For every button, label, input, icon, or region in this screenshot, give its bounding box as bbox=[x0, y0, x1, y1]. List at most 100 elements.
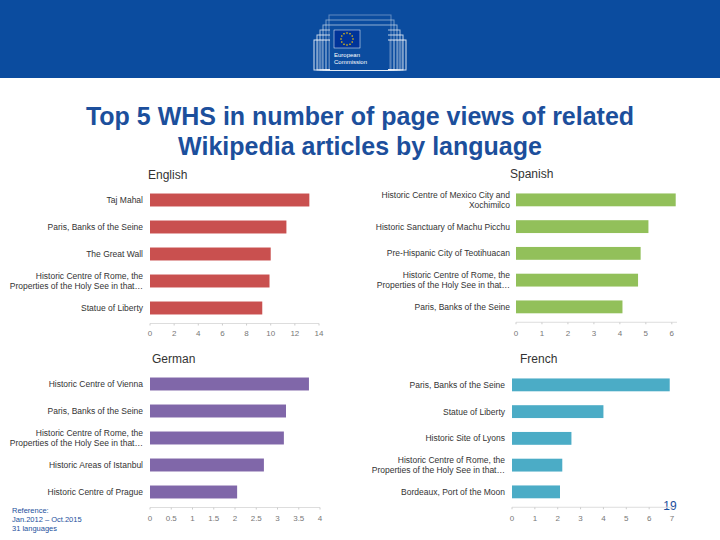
category-label-line: Properties of the Holy See in that… bbox=[10, 281, 143, 291]
tick-label: 2.5 bbox=[251, 514, 263, 523]
tick-label: 12 bbox=[290, 329, 299, 338]
bar bbox=[150, 405, 286, 418]
tick-label: 3 bbox=[578, 514, 583, 523]
bar bbox=[516, 220, 648, 233]
tick-mark bbox=[580, 507, 581, 509]
category-label: Statue of Liberty bbox=[443, 407, 506, 417]
tick-mark bbox=[235, 508, 236, 510]
category-label: Statue of Liberty bbox=[81, 303, 144, 313]
header: EuropeanCommission bbox=[0, 0, 720, 78]
eu-flag-star bbox=[349, 43, 351, 45]
tick-mark bbox=[541, 322, 542, 324]
tick-mark bbox=[619, 322, 620, 324]
tick-label: 7 bbox=[670, 514, 675, 523]
bar bbox=[516, 274, 638, 287]
category-label: Pre-Hispanic City of Teotihuacan bbox=[387, 248, 510, 258]
chart: EnglishTaj MahalParis, Banks of the Sein… bbox=[10, 168, 324, 338]
category-label: Bordeaux, Port of the Moon bbox=[401, 487, 505, 497]
category-label-line: Historic Centre of Rome, the bbox=[403, 270, 511, 280]
category-label: Historic Centre of Rome, theProperties o… bbox=[10, 271, 144, 291]
bar bbox=[150, 378, 309, 391]
tick-mark bbox=[557, 507, 558, 509]
tick-label: 14 bbox=[315, 329, 324, 338]
tick-mark bbox=[294, 324, 295, 326]
category-label-line: Historic Centre of Rome, the bbox=[36, 271, 144, 281]
category-label: Taj Mahal bbox=[107, 195, 143, 205]
eu-flag-star bbox=[343, 43, 345, 45]
category-label-line: The Great Wall bbox=[86, 249, 143, 259]
category-label-line: Historic Site of Lyons bbox=[425, 433, 505, 443]
tick-mark bbox=[534, 507, 535, 509]
category-label-line: Paris, Banks of the Seine bbox=[48, 406, 144, 416]
logo-building-line bbox=[318, 40, 319, 70]
logo-building-line bbox=[394, 40, 395, 70]
tick-mark bbox=[516, 322, 517, 324]
eu-flag-star bbox=[340, 38, 342, 40]
tick-label: 4 bbox=[601, 514, 606, 523]
tick-mark bbox=[270, 324, 271, 326]
tick-label: 0 bbox=[514, 329, 519, 338]
tick-label: 8 bbox=[244, 329, 249, 338]
eu-flag-star bbox=[352, 38, 354, 40]
category-label-line: Historic Centre of Rome, the bbox=[398, 455, 506, 465]
eu-flag-star bbox=[346, 44, 348, 46]
bars bbox=[150, 194, 309, 315]
bar bbox=[512, 432, 571, 445]
tick-mark bbox=[626, 507, 627, 509]
tick-label: 5 bbox=[644, 329, 649, 338]
category-label: Historic Sanctuary of Machu Picchu bbox=[376, 222, 510, 232]
tick-mark bbox=[256, 508, 257, 510]
chart-title: German bbox=[152, 352, 195, 366]
bars bbox=[512, 378, 670, 498]
tick-mark bbox=[672, 507, 673, 509]
category-label: Historic Centre of Rome, theProperties o… bbox=[10, 428, 144, 448]
category-label: Historic Centre of Rome, theProperties o… bbox=[372, 455, 506, 475]
logo-building-line bbox=[390, 40, 391, 70]
bar bbox=[512, 485, 560, 498]
slide-title: Wikipedia articles by language bbox=[178, 132, 542, 160]
category-label: Historic Centre of Vienna bbox=[49, 379, 144, 389]
category-label: Paris, Banks of the Seine bbox=[48, 406, 144, 416]
tick-mark bbox=[319, 324, 320, 326]
category-label: Historic Centre of Prague bbox=[48, 487, 144, 497]
tick-mark bbox=[567, 322, 568, 324]
bar bbox=[512, 459, 562, 472]
eu-flag-star bbox=[349, 33, 351, 35]
tick-label: 3.5 bbox=[293, 514, 305, 523]
bars bbox=[516, 193, 676, 313]
eu-flag-star bbox=[351, 35, 353, 37]
reference-text: 31 languages bbox=[12, 524, 57, 533]
category-label-line: Bordeaux, Port of the Moon bbox=[401, 487, 505, 497]
bars bbox=[150, 378, 309, 499]
logo-building-line bbox=[398, 40, 399, 70]
category-label-line: Statue of Liberty bbox=[81, 303, 144, 313]
tick-mark bbox=[649, 507, 650, 509]
category-label: The Great Wall bbox=[86, 249, 143, 259]
tick-label: 2 bbox=[233, 514, 238, 523]
tick-label: 1 bbox=[190, 514, 195, 523]
bar bbox=[150, 486, 237, 499]
tick-mark bbox=[171, 508, 172, 510]
tick-mark bbox=[645, 322, 646, 324]
page-number: 19 bbox=[663, 499, 677, 513]
category-label-line: Paris, Banks of the Seine bbox=[48, 222, 144, 232]
tick-mark bbox=[150, 508, 151, 510]
tick-mark bbox=[246, 324, 247, 326]
chart-title: Spanish bbox=[510, 167, 553, 181]
page: { "header": {"logo_text": ["European", "… bbox=[0, 0, 720, 540]
tick-label: 4 bbox=[318, 514, 323, 523]
bar bbox=[150, 194, 309, 207]
logo-building-block bbox=[329, 15, 391, 70]
category-label-line: Historic Centre of Vienna bbox=[49, 379, 144, 389]
category-label-line: Paris, Banks of the Seine bbox=[415, 302, 511, 312]
bar bbox=[150, 302, 262, 315]
category-label-line: Xochimilco bbox=[469, 200, 510, 210]
category-label: Paris, Banks of the Seine bbox=[48, 222, 144, 232]
tick-label: 6 bbox=[647, 514, 652, 523]
tick-mark bbox=[671, 322, 672, 324]
slide-title: Top 5 WHS in number of page views of rel… bbox=[86, 102, 634, 130]
tick-mark bbox=[298, 508, 299, 510]
eu-flag bbox=[334, 30, 360, 48]
category-label-line: Properties of the Holy See in that… bbox=[377, 280, 510, 290]
tick-mark bbox=[603, 507, 604, 509]
